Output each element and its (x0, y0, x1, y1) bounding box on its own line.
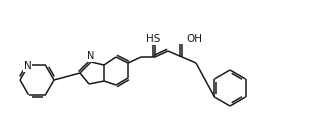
Text: N: N (24, 61, 31, 71)
Text: OH: OH (186, 34, 202, 44)
Text: N: N (87, 51, 95, 61)
Text: HS: HS (146, 34, 160, 44)
